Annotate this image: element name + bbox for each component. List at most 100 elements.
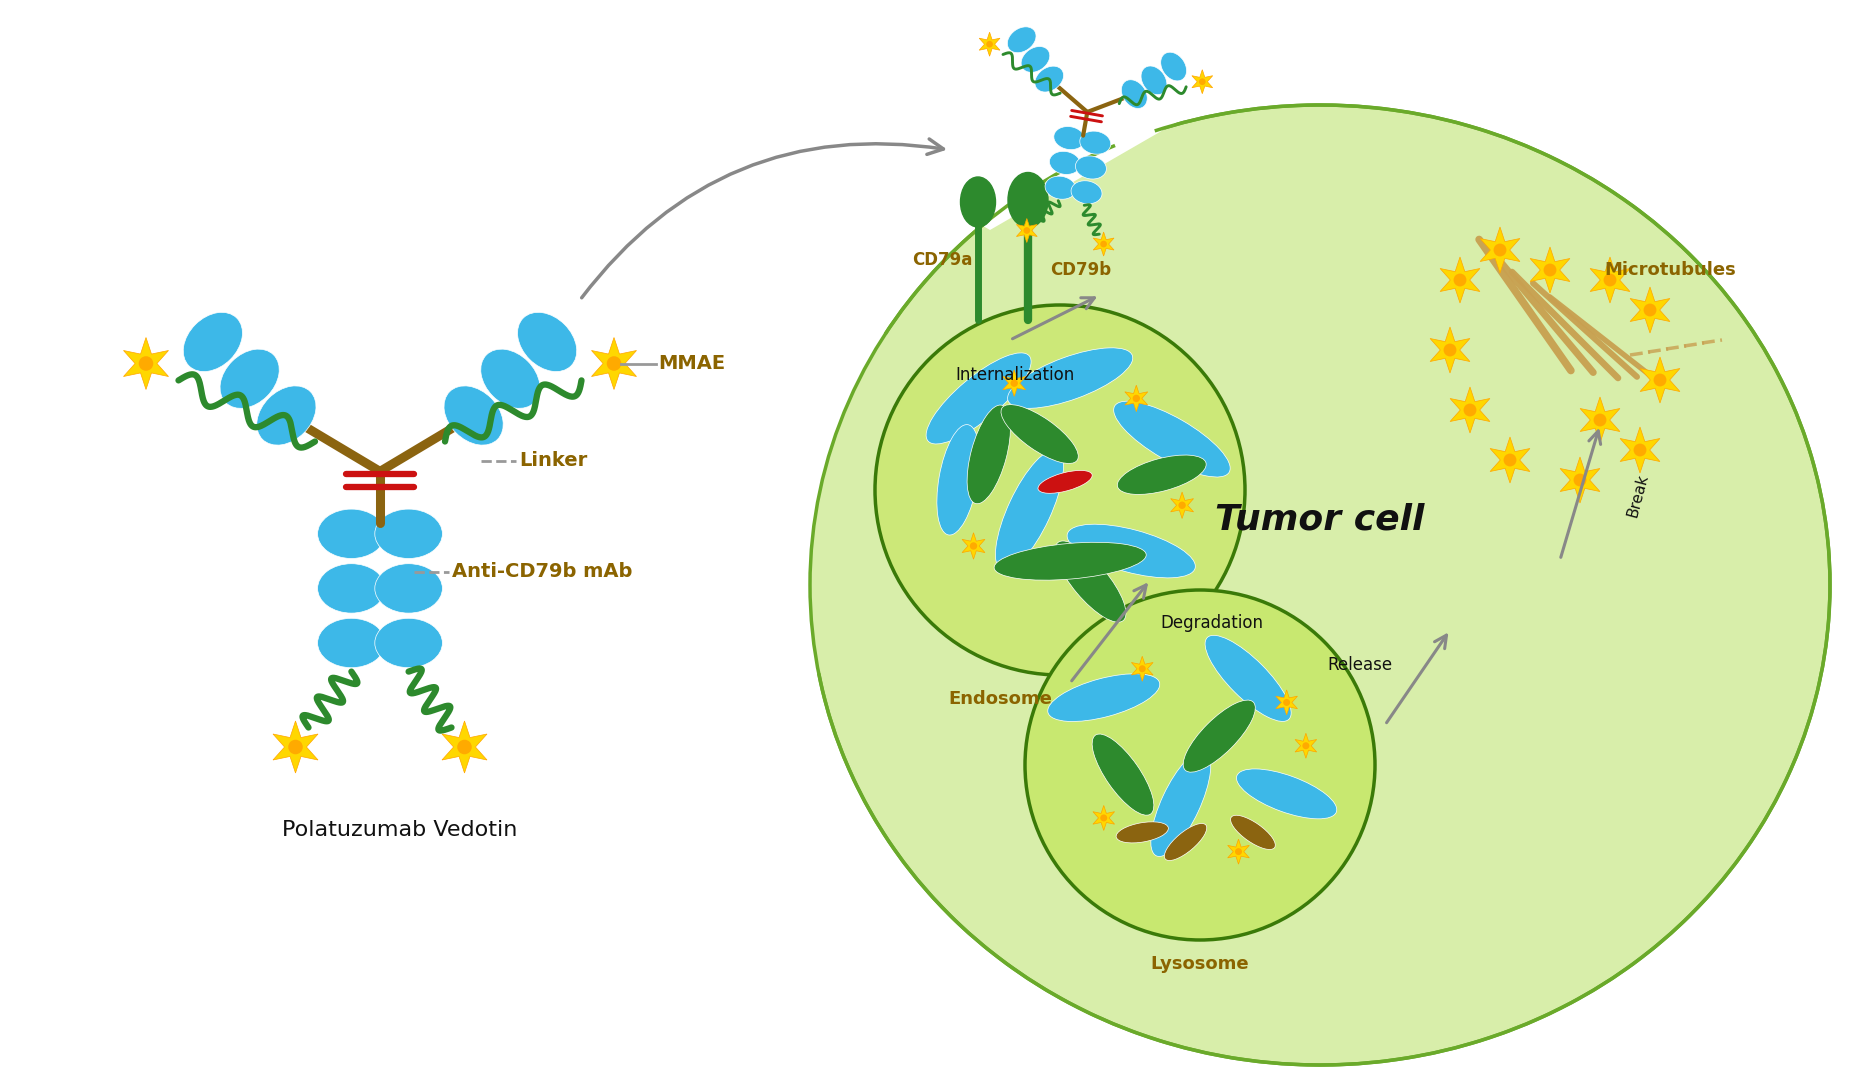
Circle shape	[606, 356, 621, 370]
Ellipse shape	[1151, 751, 1210, 856]
Ellipse shape	[1141, 66, 1167, 95]
Polygon shape	[272, 721, 319, 773]
Circle shape	[1443, 343, 1456, 356]
Ellipse shape	[938, 424, 980, 535]
Ellipse shape	[517, 312, 576, 372]
Polygon shape	[1171, 492, 1193, 518]
Ellipse shape	[374, 509, 443, 558]
Ellipse shape	[960, 177, 995, 227]
Text: CD79b: CD79b	[1051, 261, 1112, 279]
Circle shape	[1132, 394, 1140, 402]
Circle shape	[1644, 303, 1657, 316]
Ellipse shape	[1034, 66, 1064, 92]
Circle shape	[1653, 374, 1666, 387]
Ellipse shape	[1116, 822, 1169, 842]
Ellipse shape	[221, 349, 280, 408]
Ellipse shape	[995, 449, 1064, 571]
Circle shape	[1453, 273, 1466, 286]
Circle shape	[1573, 473, 1586, 486]
Text: Degradation: Degradation	[1160, 613, 1264, 632]
Polygon shape	[443, 721, 487, 773]
Polygon shape	[1017, 218, 1038, 243]
Polygon shape	[1002, 370, 1027, 396]
Ellipse shape	[1117, 455, 1206, 495]
Ellipse shape	[445, 386, 504, 445]
Polygon shape	[1481, 227, 1519, 273]
Polygon shape	[1431, 327, 1469, 373]
Ellipse shape	[1080, 131, 1110, 154]
Text: Linker: Linker	[519, 451, 587, 471]
Text: Polatuzumab Vedotin: Polatuzumab Vedotin	[282, 820, 517, 840]
Circle shape	[1101, 241, 1106, 247]
Ellipse shape	[1054, 541, 1127, 622]
Text: Tumor cell: Tumor cell	[1216, 503, 1425, 537]
Circle shape	[1010, 379, 1017, 387]
Ellipse shape	[317, 618, 385, 667]
Polygon shape	[1229, 839, 1249, 864]
Text: Internalization: Internalization	[956, 366, 1075, 384]
Polygon shape	[1581, 397, 1620, 443]
Ellipse shape	[1075, 156, 1106, 179]
Circle shape	[1603, 273, 1616, 286]
Ellipse shape	[1008, 27, 1036, 53]
Circle shape	[1025, 590, 1375, 940]
Circle shape	[1503, 454, 1516, 467]
Polygon shape	[962, 532, 986, 559]
Polygon shape	[1640, 357, 1681, 403]
Polygon shape	[1560, 457, 1599, 503]
Ellipse shape	[374, 564, 443, 613]
Text: CD79a: CD79a	[914, 251, 973, 269]
Polygon shape	[1093, 806, 1116, 831]
Ellipse shape	[183, 312, 243, 372]
Polygon shape	[1125, 386, 1147, 411]
Ellipse shape	[374, 618, 443, 667]
Polygon shape	[1132, 657, 1153, 681]
Polygon shape	[1295, 733, 1317, 758]
Ellipse shape	[1071, 180, 1103, 204]
Ellipse shape	[810, 105, 1831, 1065]
Circle shape	[1179, 501, 1186, 509]
Ellipse shape	[1067, 524, 1195, 578]
Polygon shape	[591, 337, 637, 390]
Circle shape	[1282, 699, 1290, 706]
Ellipse shape	[995, 542, 1147, 580]
Circle shape	[139, 356, 154, 370]
Ellipse shape	[1045, 176, 1077, 199]
Polygon shape	[1275, 690, 1297, 715]
Circle shape	[986, 41, 993, 48]
Circle shape	[289, 740, 302, 754]
Circle shape	[1594, 414, 1607, 427]
Polygon shape	[1631, 287, 1670, 333]
Circle shape	[1234, 848, 1242, 855]
Ellipse shape	[480, 349, 539, 408]
Ellipse shape	[1091, 734, 1154, 815]
Circle shape	[458, 740, 473, 754]
Circle shape	[1303, 742, 1310, 750]
Ellipse shape	[1008, 348, 1132, 408]
Polygon shape	[1590, 257, 1631, 303]
Circle shape	[1544, 264, 1557, 276]
Polygon shape	[1093, 232, 1114, 256]
Ellipse shape	[967, 405, 1010, 503]
Polygon shape	[124, 337, 169, 390]
Ellipse shape	[1047, 674, 1160, 721]
Text: Anti-CD79b mAb: Anti-CD79b mAb	[452, 562, 632, 581]
Ellipse shape	[1184, 700, 1254, 772]
Ellipse shape	[1021, 46, 1051, 72]
Ellipse shape	[1008, 173, 1049, 228]
Ellipse shape	[1230, 815, 1275, 850]
Circle shape	[1023, 227, 1030, 234]
Wedge shape	[747, 0, 1232, 230]
Text: Lysosome: Lysosome	[1151, 955, 1249, 973]
Ellipse shape	[1236, 769, 1336, 819]
Ellipse shape	[1054, 126, 1084, 150]
Ellipse shape	[1038, 471, 1091, 494]
Polygon shape	[1490, 437, 1531, 483]
Ellipse shape	[1204, 635, 1292, 721]
Polygon shape	[1440, 257, 1481, 303]
Circle shape	[1464, 404, 1477, 417]
Ellipse shape	[1049, 151, 1080, 175]
Ellipse shape	[1001, 405, 1078, 463]
Circle shape	[1140, 665, 1145, 672]
Circle shape	[1494, 244, 1506, 256]
